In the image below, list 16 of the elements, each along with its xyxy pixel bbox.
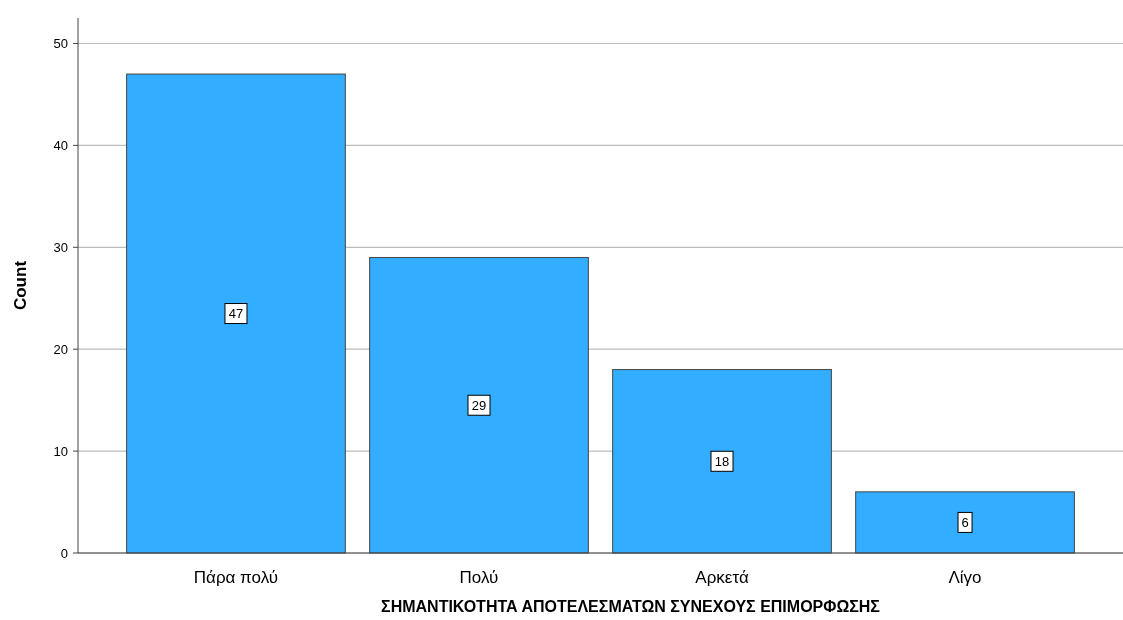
- x-tick-label: Πάρα πολύ: [193, 568, 279, 587]
- data-label: 29: [471, 397, 487, 413]
- data-label: 47: [228, 306, 244, 322]
- x-tick-label: Λίγο: [948, 568, 982, 587]
- data-label: 6: [961, 514, 969, 530]
- x-tick-label: Αρκετά: [695, 568, 749, 587]
- y-tick-label: 50: [53, 35, 68, 51]
- y-tick-label: 0: [60, 545, 68, 561]
- y-tick-label: 20: [53, 341, 68, 357]
- y-axis-title: Count: [11, 260, 30, 311]
- x-tick-label: Πολύ: [459, 568, 499, 587]
- x-axis-title: ΣΗΜΑΝΤΙΚΟΤΗΤΑ ΑΠΟΤΕΛΕΣΜΑΤΩΝ ΣΥΝΕΧΟΥΣ ΕΠΙΜΟΡΦΩΣΗΣ: [381, 598, 881, 615]
- y-tick-label: 30: [53, 239, 68, 255]
- data-label: 18: [714, 453, 730, 469]
- y-tick-label: 40: [53, 137, 68, 153]
- y-tick-label: 10: [53, 443, 68, 459]
